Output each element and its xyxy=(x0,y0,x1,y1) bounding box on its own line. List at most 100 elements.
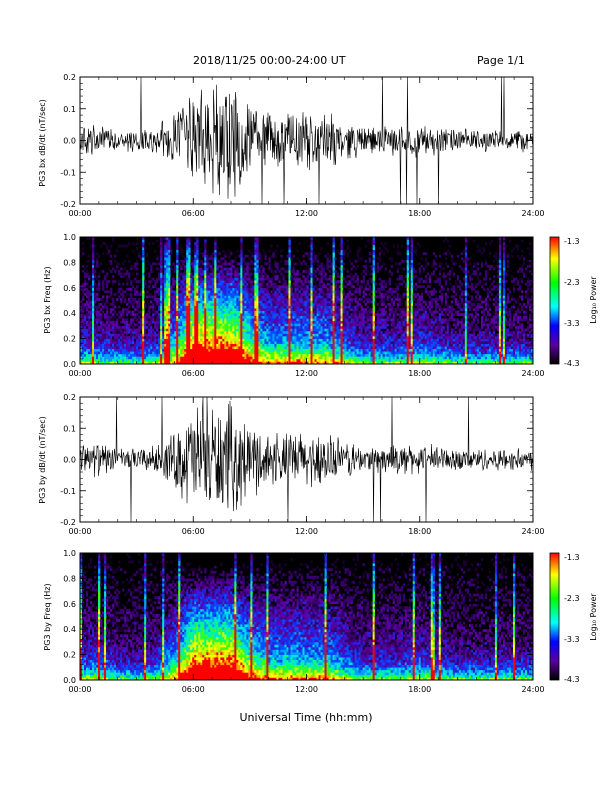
spectrogram-cell xyxy=(180,349,182,352)
spectrogram-cell xyxy=(311,295,313,298)
spectrogram-cell xyxy=(178,308,180,311)
spectrogram-cell xyxy=(100,308,102,311)
spectrogram-cell xyxy=(236,301,238,304)
spectrogram-cell xyxy=(172,341,174,344)
spectrogram-cell xyxy=(218,280,220,283)
spectrogram-cell xyxy=(196,331,198,334)
spectrogram-cell xyxy=(116,336,118,339)
spectrogram-cell xyxy=(190,273,192,276)
spectrogram-cell xyxy=(122,295,124,298)
spectrogram-cell xyxy=(250,356,252,359)
spectrogram-cell xyxy=(196,351,198,354)
spectrogram-cell xyxy=(164,273,166,276)
spectrogram-cell xyxy=(327,326,329,329)
spectrogram-cell xyxy=(128,356,130,359)
spectrogram-cell xyxy=(162,275,164,278)
spectrogram-cell xyxy=(274,341,276,344)
spectrogram-cell xyxy=(335,313,337,316)
spectrogram-cell xyxy=(146,354,148,357)
spectrogram-cell xyxy=(206,321,208,324)
spectrogram-cell xyxy=(284,323,286,326)
spectrogram-cell xyxy=(118,326,120,329)
spectrogram-cell xyxy=(154,298,156,301)
spectrogram-cell xyxy=(244,255,246,258)
spectrogram-cell xyxy=(188,250,190,253)
spectrogram-cell xyxy=(214,278,216,281)
spectrogram-cell xyxy=(158,354,160,357)
spectrogram-cell xyxy=(94,293,96,296)
spectrogram-cell xyxy=(240,273,242,276)
spectrogram-cell xyxy=(270,359,272,362)
spectrogram-cell xyxy=(110,339,112,342)
spectrogram-cell xyxy=(321,306,323,309)
spectrogram-cell xyxy=(202,356,204,359)
spectrogram-cell xyxy=(186,298,188,301)
spectrogram-cell xyxy=(288,308,290,311)
spectrogram-cell xyxy=(186,257,188,260)
spectrogram-cell xyxy=(164,303,166,306)
spectrogram-cell xyxy=(313,351,315,354)
spectrogram-cell xyxy=(128,359,130,362)
spectrogram-cell xyxy=(98,288,100,291)
spectrogram-cell xyxy=(305,351,307,354)
spectrogram-cell xyxy=(333,260,335,263)
spectrogram-cell xyxy=(178,295,180,298)
spectrogram-cell xyxy=(86,303,88,306)
spectrogram-cell xyxy=(170,354,172,357)
spectrogram-cell xyxy=(182,318,184,321)
spectrogram-cell xyxy=(246,334,248,337)
spectrogram-cell xyxy=(252,288,254,291)
spectrogram-cell xyxy=(248,334,250,337)
spectrogram-cell xyxy=(132,326,134,329)
spectrogram-cell xyxy=(264,295,266,298)
spectrogram-cell xyxy=(132,351,134,354)
spectrogram-cell xyxy=(242,288,244,291)
spectrogram-cell xyxy=(158,278,160,281)
spectrogram-cell xyxy=(254,346,256,349)
spectrogram-cell xyxy=(92,341,94,344)
spectrogram-cell xyxy=(194,285,196,288)
spectrogram-cell xyxy=(224,273,226,276)
spectrogram-cell xyxy=(305,306,307,309)
spectrogram-cell xyxy=(266,349,268,352)
spectrogram-cell xyxy=(262,346,264,349)
spectrogram-cell xyxy=(134,298,136,301)
spectrogram-cell xyxy=(154,280,156,283)
spectrogram-cell xyxy=(166,331,168,334)
spectrogram-cell xyxy=(184,283,186,286)
spectrogram-cell xyxy=(176,245,178,248)
spectrogram-cell xyxy=(311,344,313,347)
spectrogram-cell xyxy=(228,346,230,349)
spectrogram-cell xyxy=(132,311,134,314)
spectrogram-cell xyxy=(323,323,325,326)
spectrogram-cell xyxy=(208,280,210,283)
spectrogram-cell xyxy=(192,298,194,301)
spectrogram-cell xyxy=(110,334,112,337)
spectrogram-cell xyxy=(118,283,120,286)
spectrogram-cell xyxy=(188,278,190,281)
spectrogram-cell xyxy=(296,306,298,309)
spectrogram-cell xyxy=(278,354,280,357)
spectrogram-cell xyxy=(315,306,317,309)
spectrogram-cell xyxy=(212,354,214,357)
spectrogram-cell xyxy=(254,306,256,309)
spectrogram-cell xyxy=(302,341,304,344)
spectrogram-cell xyxy=(100,336,102,339)
spectrogram-cell xyxy=(256,328,258,331)
spectrogram-cell xyxy=(212,321,214,324)
spectrogram-cell xyxy=(317,326,319,329)
spectrogram-cell xyxy=(132,349,134,352)
spectrogram-cell xyxy=(284,283,286,286)
spectrogram-cell xyxy=(160,270,162,273)
spectrogram-cell xyxy=(146,351,148,354)
spectrogram-cell xyxy=(282,267,284,270)
spectrogram-cell xyxy=(254,270,256,273)
spectrogram-cell xyxy=(327,359,329,362)
spectrogram-cell xyxy=(276,288,278,291)
spectrogram-cell xyxy=(307,303,309,306)
spectrogram-cell xyxy=(290,326,292,329)
spectrogram-cell xyxy=(313,298,315,301)
spectrogram-cell xyxy=(172,334,174,337)
spectrogram-cell xyxy=(112,341,114,344)
spectrogram-cell xyxy=(274,295,276,298)
